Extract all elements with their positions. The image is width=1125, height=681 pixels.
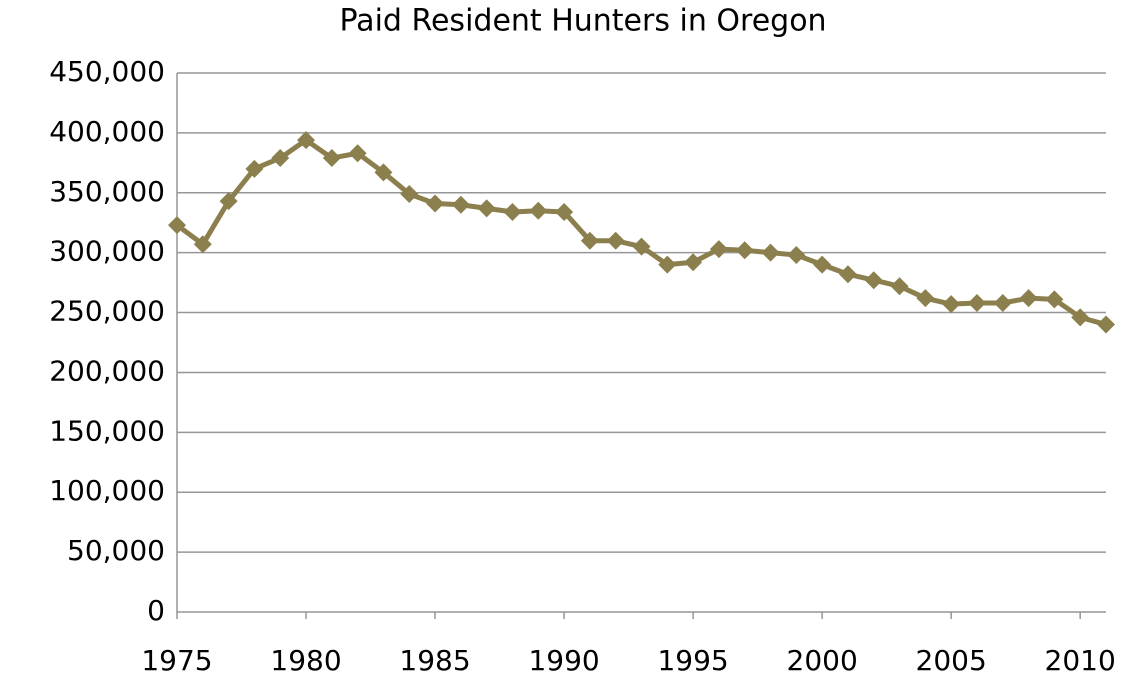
marker — [193, 235, 212, 254]
marker — [916, 289, 935, 308]
y-tick-label: 450,000 — [49, 55, 165, 88]
marker — [503, 202, 522, 221]
marker — [168, 216, 186, 235]
x-tick-label: 1975 — [141, 644, 212, 677]
x-tick-label: 1990 — [528, 644, 599, 677]
x-tick-label: 1995 — [657, 644, 728, 677]
marker — [1019, 289, 1038, 308]
y-tick-label: 250,000 — [49, 295, 165, 328]
marker — [890, 277, 909, 296]
x-tick-label: 2005 — [916, 644, 987, 677]
x-tick-label: 1980 — [270, 644, 341, 677]
marker — [658, 255, 677, 274]
x-tick-label: 2000 — [787, 644, 858, 677]
marker — [555, 202, 574, 221]
x-tick-label: 2010 — [1045, 644, 1116, 677]
marker — [426, 194, 445, 213]
marker — [1045, 290, 1064, 309]
y-tick-label: 100,000 — [49, 474, 165, 507]
marker — [374, 163, 393, 182]
y-tick-label: 300,000 — [49, 235, 165, 268]
marker — [477, 199, 496, 218]
marker — [245, 159, 264, 178]
marker — [864, 271, 883, 290]
x-tick-label: 1985 — [399, 644, 470, 677]
y-tick-label: 400,000 — [49, 115, 165, 148]
marker — [451, 195, 470, 214]
marker — [813, 255, 832, 274]
marker — [580, 231, 599, 250]
marker — [967, 293, 986, 312]
marker — [684, 253, 703, 272]
marker — [993, 293, 1012, 312]
y-tick-label: 350,000 — [49, 175, 165, 208]
marker — [1071, 308, 1090, 327]
y-tick-label: 50,000 — [67, 534, 165, 567]
marker — [400, 184, 419, 203]
marker — [787, 246, 806, 265]
marker — [529, 201, 548, 220]
marker — [606, 231, 625, 250]
y-tick-label: 150,000 — [49, 414, 165, 447]
y-tick-label: 0 — [147, 594, 165, 627]
marker — [838, 265, 857, 284]
marker — [271, 149, 290, 168]
marker — [709, 240, 728, 259]
chart-title: Paid Resident Hunters in Oregon — [339, 4, 826, 39]
marker — [348, 144, 367, 163]
marker — [322, 149, 341, 168]
marker — [735, 241, 754, 260]
marker — [942, 295, 961, 314]
marker — [219, 192, 238, 211]
marker — [761, 243, 780, 262]
marker — [1097, 315, 1115, 334]
marker — [297, 131, 316, 150]
marker — [632, 237, 651, 256]
y-tick-label: 200,000 — [49, 354, 165, 387]
line — [175, 137, 1107, 327]
